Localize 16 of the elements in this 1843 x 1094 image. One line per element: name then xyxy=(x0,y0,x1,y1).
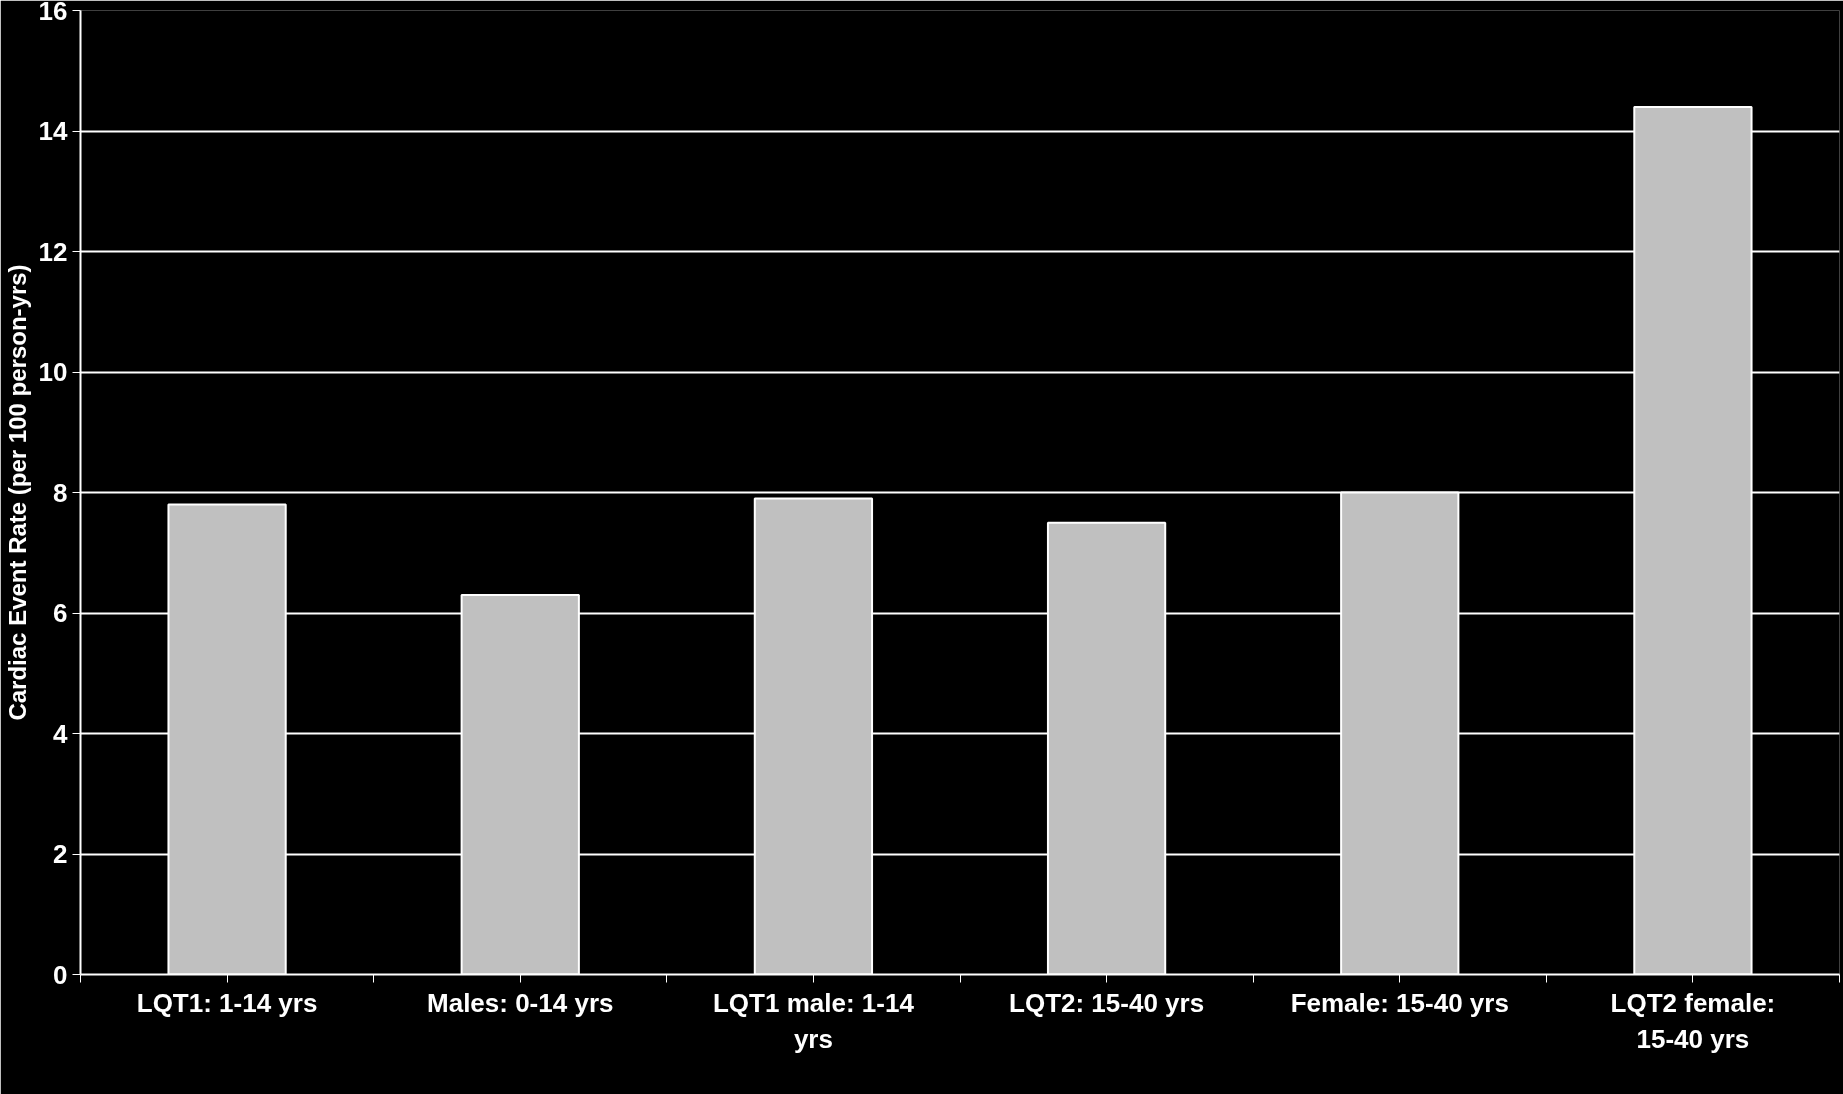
y-tick-label: 0 xyxy=(53,959,68,990)
x-tick-label: LQT2 female: 15-40 yrs xyxy=(1610,987,1776,1054)
y-tick-label: 16 xyxy=(38,0,68,26)
y-tick-label: 6 xyxy=(53,598,68,628)
x-tick-label: LQT1: 1-14 yrs xyxy=(136,987,318,1018)
y-tick-label: 12 xyxy=(38,236,68,267)
y-tick-label: 4 xyxy=(53,718,69,749)
x-tick-label: LQT2: 15-40 yrs xyxy=(1009,987,1205,1018)
y-axis-title: Cardiac Event Rate (per 100 person-yrs) xyxy=(3,264,31,721)
y-tick-label: 14 xyxy=(38,116,69,146)
x-tick-label: LQT1 male: 1-14 yrs xyxy=(712,987,915,1054)
x-tick-label: Males: 0-14 yrs xyxy=(427,987,614,1018)
y-tick-label: 8 xyxy=(53,477,68,508)
y-tick-label: 10 xyxy=(38,357,68,387)
x-tick-label: Female: 15-40 yrs xyxy=(1290,987,1509,1018)
y-tick-label: 2 xyxy=(53,839,68,869)
